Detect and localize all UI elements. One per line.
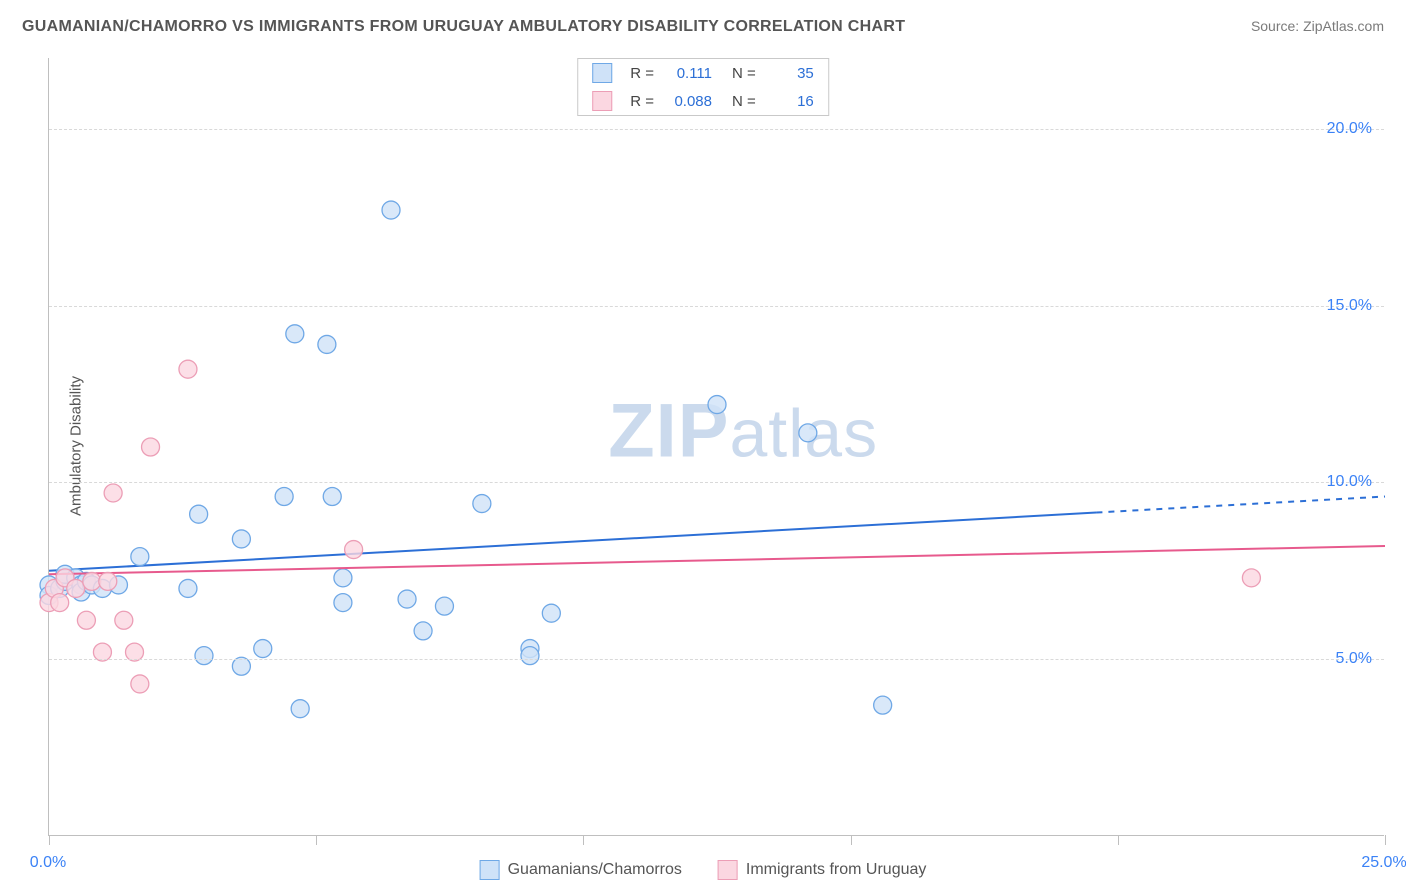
legend-row: R = 0.088 N = 16 <box>578 87 828 115</box>
chart-title: GUAMANIAN/CHAMORRO VS IMMIGRANTS FROM UR… <box>22 18 905 36</box>
legend-r-label: R = <box>630 93 654 110</box>
legend-swatch <box>592 91 612 111</box>
data-point <box>334 594 352 612</box>
data-point <box>142 438 160 456</box>
legend-item: Guamanians/Chamorros <box>480 860 682 880</box>
gridline <box>49 306 1384 307</box>
data-point <box>179 579 197 597</box>
x-tick-label: 0.0% <box>30 854 66 872</box>
x-tick <box>49 835 50 845</box>
data-point <box>799 424 817 442</box>
legend-label: Immigrants from Uruguay <box>746 861 927 878</box>
data-point <box>67 579 85 597</box>
data-point <box>521 647 539 665</box>
x-tick <box>1118 835 1119 845</box>
data-point <box>286 325 304 343</box>
data-point <box>874 696 892 714</box>
y-tick-label: 20.0% <box>1327 120 1372 138</box>
data-point <box>179 360 197 378</box>
gridline <box>49 659 1384 660</box>
data-point <box>1242 569 1260 587</box>
data-point <box>334 569 352 587</box>
data-point <box>131 548 149 566</box>
series-legend: Guamanians/Chamorros Immigrants from Urug… <box>480 860 927 880</box>
data-point <box>323 488 341 506</box>
data-point <box>473 495 491 513</box>
data-point <box>275 488 293 506</box>
legend-swatch <box>592 63 612 83</box>
data-point <box>99 572 117 590</box>
data-point <box>104 484 122 502</box>
data-point <box>435 597 453 615</box>
legend-r-label: R = <box>630 65 654 82</box>
data-point <box>190 505 208 523</box>
data-point <box>345 541 363 559</box>
y-tick-label: 5.0% <box>1336 650 1372 668</box>
legend-n-label: N = <box>732 65 756 82</box>
legend-row: R = 0.111 N = 35 <box>578 59 828 87</box>
data-point <box>291 700 309 718</box>
source-attribution: Source: ZipAtlas.com <box>1251 18 1384 34</box>
x-tick <box>851 835 852 845</box>
scatter-plot-area: ZIPatlas 5.0%10.0%15.0%20.0% <box>48 58 1384 836</box>
data-point <box>232 530 250 548</box>
data-point <box>254 640 272 658</box>
data-point <box>195 647 213 665</box>
legend-n-value: 35 <box>766 65 814 82</box>
data-point <box>51 594 69 612</box>
y-tick-label: 10.0% <box>1327 473 1372 491</box>
legend-n-label: N = <box>732 93 756 110</box>
data-point <box>83 572 101 590</box>
data-point <box>398 590 416 608</box>
data-point <box>382 201 400 219</box>
legend-swatch <box>718 860 738 880</box>
legend-n-value: 16 <box>766 93 814 110</box>
data-point <box>131 675 149 693</box>
x-tick <box>316 835 317 845</box>
data-point <box>77 611 95 629</box>
legend-item: Immigrants from Uruguay <box>718 860 927 880</box>
gridline <box>49 482 1384 483</box>
data-point <box>708 396 726 414</box>
data-point <box>318 335 336 353</box>
x-tick <box>583 835 584 845</box>
plot-svg <box>49 58 1385 836</box>
correlation-legend: R = 0.111 N = 35 R = 0.088 N = 16 <box>577 58 829 116</box>
data-point <box>542 604 560 622</box>
legend-r-value: 0.088 <box>664 93 712 110</box>
gridline <box>49 129 1384 130</box>
legend-r-value: 0.111 <box>664 65 712 82</box>
y-tick-label: 15.0% <box>1327 297 1372 315</box>
trendline <box>49 513 1096 571</box>
trendline-dashed <box>1096 497 1385 513</box>
legend-swatch <box>480 860 500 880</box>
x-tick-label: 25.0% <box>1361 854 1406 872</box>
data-point <box>414 622 432 640</box>
x-tick <box>1385 835 1386 845</box>
data-point <box>115 611 133 629</box>
legend-label: Guamanians/Chamorros <box>508 861 682 878</box>
